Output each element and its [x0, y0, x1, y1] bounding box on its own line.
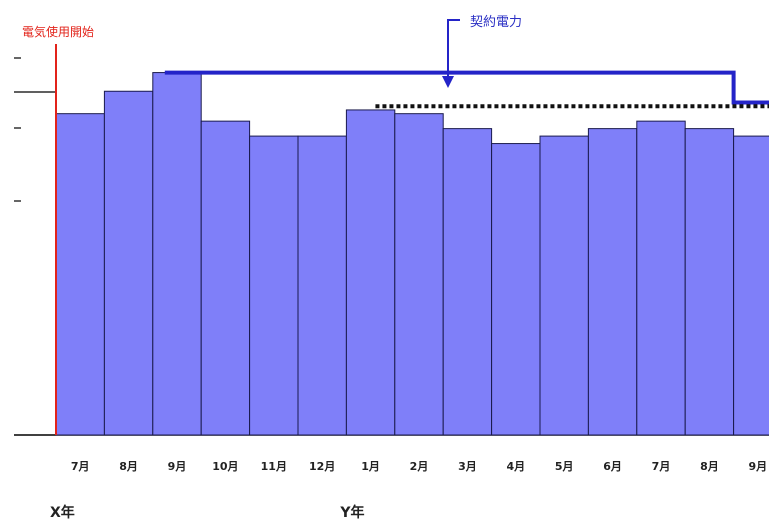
year-label: Y年: [339, 504, 364, 521]
x-tick-label: 1月: [361, 460, 380, 473]
x-tick-label: 9月: [168, 460, 187, 473]
contract-callout: 契約電力: [442, 15, 522, 88]
bar: [491, 143, 541, 436]
bar: [103, 90, 154, 436]
x-tick-label: 8月: [700, 460, 719, 473]
bar: [442, 128, 493, 436]
bar: [249, 135, 299, 436]
contract-power-line: [164, 70, 769, 105]
contract-bracket: [447, 19, 460, 82]
x-tick-label: 8月: [119, 460, 138, 473]
bar: [297, 135, 347, 436]
x-tick-label: 9月: [748, 460, 767, 473]
x-tick-label: 6月: [603, 460, 622, 473]
x-tick-label: 3月: [458, 460, 477, 473]
year-label: X年: [50, 504, 75, 521]
bar: [684, 128, 735, 436]
x-tick-label: 2月: [410, 460, 429, 473]
bars: [55, 72, 769, 436]
bar: [733, 135, 769, 436]
x-tick-label: 12月: [309, 460, 335, 473]
x-tick-label: 7月: [71, 460, 90, 473]
contract-label: 契約電力: [470, 15, 522, 30]
x-tick-label: 10月: [212, 460, 238, 473]
x-tick-label: 5月: [555, 460, 574, 473]
tick-labels: 7月 8月 9月 10月 11月 12月 1月 2月 3月 4月 5月 6月 7月 8月 9月 X年 Y年: [50, 460, 767, 521]
reference-lines: [55, 44, 769, 435]
x-tick-label: 11月: [261, 460, 287, 473]
bar: [394, 113, 444, 436]
bar: [152, 72, 202, 436]
bar: [539, 135, 589, 436]
bar: [345, 109, 396, 436]
start-label: 電気使用開始: [22, 24, 94, 39]
x-tick-label: 4月: [506, 460, 525, 473]
contract-arrow: [442, 76, 454, 88]
bar: [55, 113, 105, 436]
bar: [587, 128, 638, 436]
bar: [636, 120, 686, 436]
x-tick-label: 7月: [652, 460, 671, 473]
bar: [200, 120, 251, 436]
